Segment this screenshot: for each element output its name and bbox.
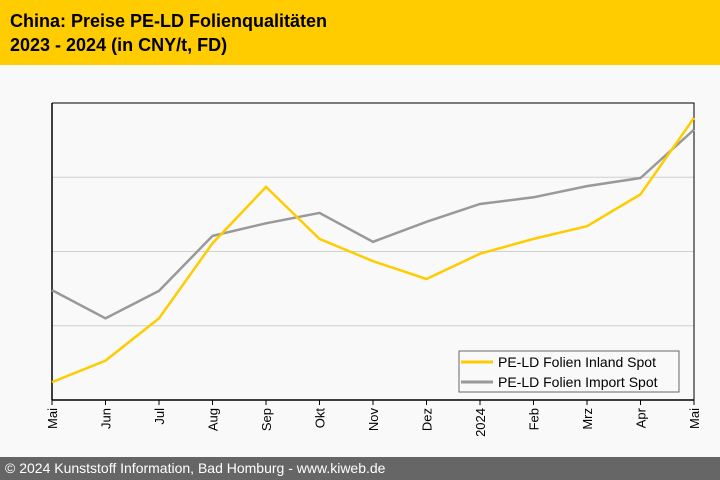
legend	[458, 350, 680, 393]
plot-border	[52, 102, 695, 400]
x-tick-label: Okt	[313, 408, 328, 429]
footer: © 2024 Kunststoff Information, Bad Hombu…	[0, 457, 720, 480]
x-tick-label: Dez	[420, 408, 435, 431]
legend-label: PE-LD Folien Inland Spot	[498, 354, 656, 370]
chart-subtitle: 2023 - 2024 (in CNY/t, FD)	[10, 35, 228, 55]
x-tick-label: Aug	[206, 408, 221, 431]
copyright-text: © 2024 Kunststoff Information, Bad Hombu…	[5, 460, 386, 476]
x-tick-label: Jul	[152, 408, 167, 425]
chart-title: China: Preise PE-LD Folienqualitäten	[10, 11, 328, 31]
x-tick-label: Mrz	[580, 408, 595, 430]
title-bar: China: Preise PE-LD Folienqualitäten 202…	[0, 0, 720, 65]
x-tick-label: Feb	[527, 408, 542, 430]
x-tick-label: Mai	[687, 408, 702, 429]
x-tick-label: Apr	[634, 407, 649, 428]
x-tick-label: Nov	[366, 408, 381, 432]
x-tick-label: Jun	[99, 408, 114, 429]
line-chart: Mai Jun Jul Aug Sep Okt Nov Dez 2024 Feb Mrz Apr Mai…	[45, 102, 702, 437]
x-tick-label: Sep	[259, 408, 274, 431]
x-tick-label: Mai	[45, 408, 60, 429]
legend-label: PE-LD Folien Import Spot	[498, 374, 658, 390]
x-tick-label: 2024	[473, 408, 488, 437]
